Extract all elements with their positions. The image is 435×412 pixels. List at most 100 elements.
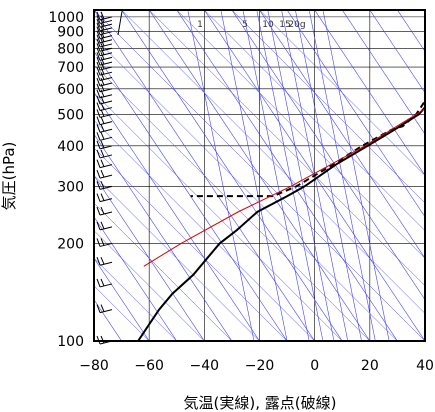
wind-barb (96, 116, 113, 126)
skew-guide-line (259, 10, 425, 259)
wind-barb-staff (99, 145, 113, 150)
wind-barb-staff (117, 11, 123, 35)
y-tick-label: 100 (57, 334, 84, 350)
x-tick-labels: −80 −60 −40 −20 0 20 40 (79, 358, 434, 374)
wind-barb-flag (100, 102, 105, 110)
y-tick-label: 800 (57, 41, 84, 57)
wind-barb (96, 193, 113, 203)
wind-barb-flag (96, 18, 101, 28)
mixing-ratio-label: 10 (262, 20, 274, 30)
adiabat-line (231, 10, 425, 204)
wind-barb-flag (96, 206, 101, 216)
plot-frame (93, 9, 426, 342)
wind-barb (96, 304, 113, 314)
wind-barb-staff (99, 154, 113, 159)
profile-line-1 (190, 99, 425, 198)
wind-barb-flag (100, 124, 105, 132)
wind-barb-flag (100, 15, 105, 23)
wind-barb (96, 18, 113, 28)
wind-barb-staff (99, 164, 113, 169)
wind-barb-flag (100, 169, 105, 178)
profile-line-0 (137, 105, 425, 341)
y-tick-label: 600 (57, 82, 84, 98)
wind-barb-staff (99, 100, 113, 105)
mixing-ratio-line (322, 10, 390, 341)
wind-barb (96, 149, 113, 159)
mixing-ratio-label: 5 (242, 20, 248, 30)
wind-barb-flag (96, 38, 101, 48)
y-tick-label: 300 (57, 179, 84, 195)
wind-barb (96, 140, 113, 150)
wind-barb-flag (96, 89, 101, 98)
wind-barb-flag (100, 61, 105, 70)
wind-barb-flag (100, 77, 105, 86)
wind-barb-flag (100, 278, 105, 287)
wind-barb-flag (96, 149, 101, 159)
wind-barb-flag (96, 169, 101, 179)
barb-layer (96, 11, 123, 345)
wind-barb-flag (96, 83, 101, 92)
wind-barb-staff (99, 23, 113, 28)
wind-barb-flag (96, 238, 101, 247)
wind-barb (96, 221, 113, 231)
x-tick-label: 0 (310, 358, 319, 374)
y-axis-title: 気圧(hPa) (0, 142, 18, 211)
mixing-ratio-line (187, 10, 255, 341)
y-tick-label: 400 (57, 139, 84, 155)
wind-barb-staff (99, 226, 113, 231)
wind-barb-flag (100, 18, 105, 27)
skew-guide-line (342, 10, 425, 135)
wind-barb (96, 278, 113, 288)
wind-barb (96, 181, 113, 190)
adiabat-line (94, 37, 398, 341)
wind-barb-flag (100, 72, 105, 80)
wind-barb (96, 102, 113, 112)
wind-barb-staff (99, 198, 113, 203)
x-tick-label: −80 (79, 358, 109, 374)
wind-barb-flag (96, 95, 101, 105)
adiabat-line (94, 147, 288, 341)
mixing-ratio-label: 1 (197, 20, 203, 30)
wind-barb-flag (100, 52, 105, 60)
adiabat-line (94, 230, 205, 341)
wind-barb-flag (100, 26, 105, 34)
mixing-ratio-label: 20g (288, 20, 305, 30)
wind-barb-staff (99, 261, 113, 266)
wind-barb-flag (100, 11, 105, 20)
wind-barb-staff (99, 128, 113, 133)
x-tick-label: −60 (134, 358, 164, 374)
adiabat-line (121, 10, 425, 314)
x-tick-label: −20 (245, 358, 275, 374)
wind-barb-flag (100, 56, 105, 65)
wind-barb-flag (96, 22, 101, 32)
adiabat-line (94, 10, 425, 341)
mixing-ratio-line (267, 10, 335, 341)
wind-barb (96, 124, 113, 133)
wind-barb-staff (99, 283, 113, 288)
wind-barb-flag (100, 221, 105, 230)
adiabat-line (176, 10, 425, 259)
wind-barb-flag (100, 257, 105, 265)
wind-barb-flag (100, 159, 105, 167)
skew-guide-line (424, 10, 425, 11)
x-axis-title: 気温(実線), 露点(破線) (184, 394, 337, 412)
wind-barb-flag (100, 206, 105, 215)
skew-guide-line (94, 174, 205, 341)
adiabat-line (259, 10, 425, 176)
wind-barb-flag (96, 11, 101, 21)
wind-barb-flag (100, 30, 105, 38)
skew-guide-line (231, 10, 425, 301)
x-tick-label: 40 (416, 358, 434, 374)
wind-barb-staff (99, 174, 113, 179)
wind-barb-flag (96, 159, 101, 168)
wind-barb-flag (96, 15, 101, 24)
wind-barb-flag (96, 140, 101, 150)
adiabat-line (94, 119, 315, 341)
wind-barb-flag (100, 43, 105, 51)
wind-barb-staff (99, 121, 113, 126)
y-tick-label: 500 (57, 107, 84, 123)
adiabat-line (94, 257, 177, 341)
adiabat-line (204, 10, 425, 232)
